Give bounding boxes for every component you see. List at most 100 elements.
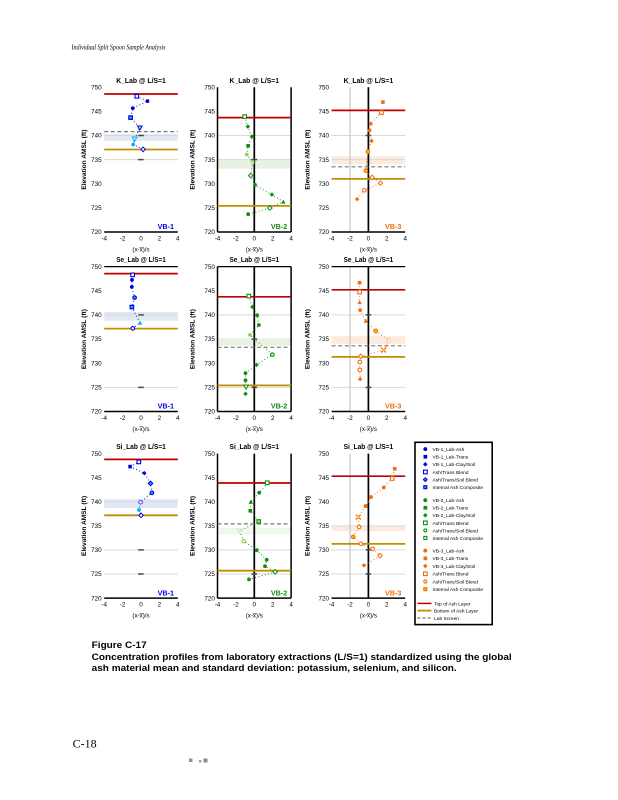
svg-text:VB-2: VB-2 (271, 402, 287, 411)
svg-text:(x-x̅)/s: (x-x̅)/s (360, 426, 377, 433)
svg-text:4: 4 (176, 602, 180, 609)
svg-text:2: 2 (385, 602, 389, 609)
svg-text:0: 0 (253, 415, 257, 422)
svg-text:725: 725 (91, 571, 102, 578)
svg-text:VB-3: VB-3 (385, 402, 401, 411)
svg-text:-2: -2 (233, 602, 239, 609)
svg-text:VB-1: VB-1 (158, 222, 174, 231)
svg-text:735: 735 (318, 336, 329, 343)
svg-text:735: 735 (204, 336, 215, 343)
svg-text:745: 745 (318, 475, 329, 482)
svg-text:Ash/Trans Blend: Ash/Trans Blend (433, 470, 469, 476)
svg-text:-2: -2 (233, 236, 239, 243)
svg-text:Concentration profiles from la: Concentration profiles from laboratory e… (92, 652, 512, 663)
svg-text:VB-1_Lab-Ash: VB-1_Lab-Ash (433, 447, 465, 453)
svg-text:4: 4 (403, 602, 407, 609)
svg-text:735: 735 (318, 157, 329, 164)
svg-text:-4: -4 (101, 602, 107, 609)
svg-text:Se_Lab @ L/S=1: Se_Lab @ L/S=1 (344, 255, 394, 264)
svg-text:0: 0 (367, 415, 371, 422)
svg-text:745: 745 (204, 288, 215, 295)
svg-text:750: 750 (318, 264, 329, 271)
svg-text:730: 730 (204, 547, 215, 554)
svg-text:720: 720 (204, 229, 215, 236)
svg-text:Elevation AMSL (ft): Elevation AMSL (ft) (305, 130, 312, 190)
svg-text:Figure C-17: Figure C-17 (92, 640, 147, 651)
svg-text:740: 740 (204, 312, 215, 319)
svg-text:725: 725 (91, 205, 102, 212)
svg-text:Internal Ash Composite: Internal Ash Composite (433, 587, 484, 593)
svg-text:750: 750 (204, 451, 215, 458)
svg-text:Lab Screen: Lab Screen (434, 616, 459, 622)
svg-text:740: 740 (91, 133, 102, 140)
svg-text:Ash/Trans/Soil Blend: Ash/Trans/Soil Blend (433, 579, 479, 585)
svg-text:(x-x̅)/s: (x-x̅)/s (132, 246, 149, 253)
svg-text:745: 745 (204, 109, 215, 116)
svg-text:-4: -4 (101, 236, 107, 243)
svg-text:730: 730 (91, 360, 102, 367)
svg-text:(x-x̅)/s: (x-x̅)/s (132, 426, 149, 433)
svg-text:725: 725 (204, 205, 215, 212)
svg-text:4: 4 (289, 602, 293, 609)
svg-text:Elevation AMSL (ft): Elevation AMSL (ft) (81, 309, 88, 369)
svg-text:4: 4 (403, 236, 407, 243)
svg-text:Ash/Trans Blend: Ash/Trans Blend (433, 521, 469, 527)
svg-text:2: 2 (385, 415, 389, 422)
svg-text:735: 735 (91, 523, 102, 530)
svg-text:Elevation AMSL (ft): Elevation AMSL (ft) (190, 496, 197, 556)
svg-text:Bottom of Ash Layer: Bottom of Ash Layer (434, 609, 478, 615)
svg-text:2: 2 (158, 415, 162, 422)
svg-text:-4: -4 (215, 602, 221, 609)
svg-text:720: 720 (318, 409, 329, 416)
svg-text:0: 0 (253, 236, 257, 243)
svg-text:K_Lab @ L/S=1: K_Lab @ L/S=1 (116, 76, 166, 85)
svg-text:2: 2 (385, 236, 389, 243)
svg-text:735: 735 (318, 523, 329, 530)
svg-text:730: 730 (318, 360, 329, 367)
svg-text:730: 730 (91, 181, 102, 188)
svg-text:720: 720 (91, 409, 102, 416)
svg-text:Individual Split Spoon Sample: Individual Split Spoon Sample Analysis (71, 42, 166, 51)
svg-text:740: 740 (318, 312, 329, 319)
svg-text:750: 750 (204, 264, 215, 271)
svg-text:4: 4 (176, 236, 180, 243)
svg-text:VB-1: VB-1 (158, 402, 174, 411)
svg-text:Elevation AMSL (ft): Elevation AMSL (ft) (305, 496, 312, 556)
svg-text:735: 735 (204, 523, 215, 530)
svg-text:VB-3: VB-3 (385, 222, 401, 231)
svg-text:VB-2_Lab-Ash: VB-2_Lab-Ash (433, 498, 465, 504)
svg-text:VB-1: VB-1 (158, 588, 174, 597)
svg-text:735: 735 (204, 157, 215, 164)
svg-text:-2: -2 (347, 236, 353, 243)
svg-text:VB-3_Lab-Clay/Soil: VB-3_Lab-Clay/Soil (433, 564, 476, 570)
svg-text:750: 750 (318, 451, 329, 458)
svg-text:-4: -4 (329, 602, 335, 609)
svg-text:750: 750 (91, 264, 102, 271)
svg-text:-2: -2 (120, 415, 126, 422)
svg-text:C-18: C-18 (73, 738, 97, 750)
svg-text:-2: -2 (347, 602, 353, 609)
svg-text:735: 735 (91, 157, 102, 164)
svg-text:(x-x̅)/s: (x-x̅)/s (246, 426, 263, 433)
svg-text:Elevation AMSL (ft): Elevation AMSL (ft) (305, 309, 312, 369)
svg-text:VB-3_Lab-Ash: VB-3_Lab-Ash (433, 549, 465, 555)
svg-text:2: 2 (158, 602, 162, 609)
svg-text:Internal Ash Composite: Internal Ash Composite (433, 485, 484, 491)
svg-text:720: 720 (204, 595, 215, 602)
svg-text:VB-1_Lab-Trans: VB-1_Lab-Trans (433, 455, 469, 461)
svg-text:-4: -4 (329, 236, 335, 243)
svg-text:-4: -4 (215, 236, 221, 243)
svg-text:730: 730 (91, 547, 102, 554)
svg-text:0: 0 (367, 602, 371, 609)
svg-text:0: 0 (253, 602, 257, 609)
svg-text:2: 2 (158, 236, 162, 243)
svg-text:Elevation AMSL (ft): Elevation AMSL (ft) (190, 130, 197, 190)
svg-text:725: 725 (318, 205, 329, 212)
svg-text:740: 740 (318, 499, 329, 506)
svg-text:-2: -2 (120, 236, 126, 243)
svg-text:VB-2_Lab-Clay/Soil: VB-2_Lab-Clay/Soil (433, 513, 476, 519)
svg-text:4: 4 (289, 236, 293, 243)
svg-text:750: 750 (204, 84, 215, 91)
svg-text:Elevation AMSL (ft): Elevation AMSL (ft) (81, 496, 88, 556)
svg-text:2: 2 (271, 415, 275, 422)
